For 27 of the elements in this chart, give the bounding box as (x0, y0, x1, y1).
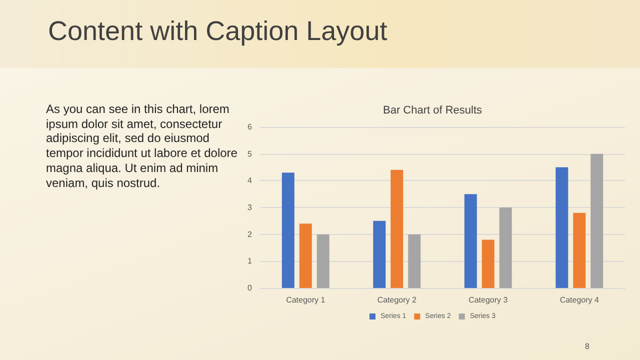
bar (573, 212, 586, 288)
bar (464, 194, 477, 288)
text: As you can see in this chart, lorem ipsum dolor sit amet, consectetur adipiscing elit, sed do eiusmod tempor incididunt ut labore et dolore magna aliqua. Ut enim ad minim veniam, quis nostrud. (46, 102, 238, 190)
y-tick-label: 0 (248, 284, 253, 292)
bar (390, 170, 404, 288)
x-tick-label: Category 3 (468, 296, 508, 304)
y-tick-label: 2 (248, 230, 253, 239)
chart-title: Content with Caption Layout (48, 16, 388, 47)
y-tick-label: 3 (248, 203, 253, 212)
y-tick-label: 5 (248, 149, 253, 158)
y-tick-label: 6 (248, 122, 253, 132)
bar (556, 167, 568, 288)
y-tick-label: 1 (248, 256, 253, 266)
x-tick-label: Category 4 (560, 296, 600, 304)
bar (316, 234, 330, 288)
chart-subtitle: Bar Chart of Results (382, 104, 483, 116)
bar (482, 240, 494, 288)
text: 8 (585, 342, 590, 351)
bar (373, 220, 386, 288)
y-tick-label: 4 (248, 176, 253, 186)
bar (499, 208, 512, 288)
bar (282, 172, 294, 288)
x-tick-label: Category 1 (286, 296, 326, 304)
bar (408, 234, 421, 288)
bar (590, 154, 604, 288)
bar (299, 224, 312, 288)
x-tick-label: Category 2 (377, 296, 417, 304)
